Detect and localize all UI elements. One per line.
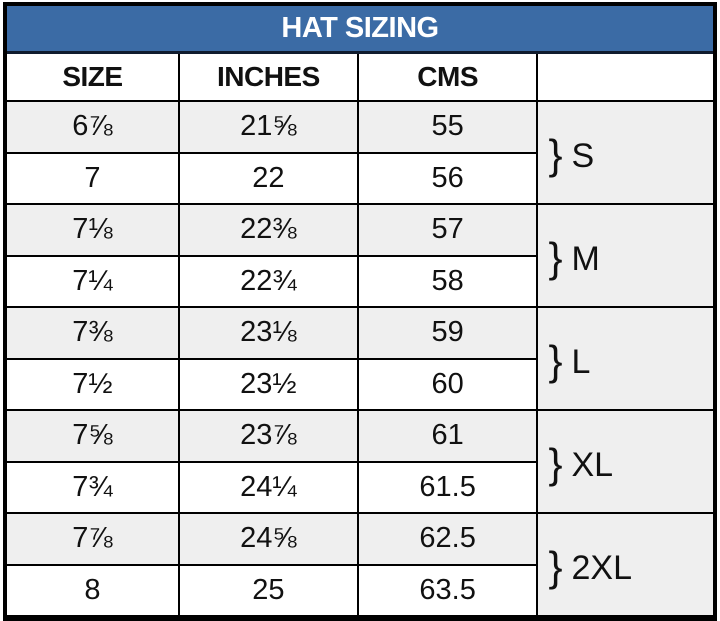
table-row: 8 25 63.5 xyxy=(4,563,715,619)
cell-cms: 58 xyxy=(356,254,539,308)
table-row: 7¼ 22¾ 58 xyxy=(4,254,715,308)
brace-glyph: } xyxy=(548,542,563,590)
cell-inches: 23⅛ xyxy=(177,306,359,360)
table-title: HAT SIZING xyxy=(3,2,717,54)
table-row: 6⅞ 21⅝ 55} S xyxy=(4,100,716,205)
sizing-table: HAT SIZING SIZE INCHES CMS 6⅞ 21⅝ 55} S 7 22 5… xyxy=(3,2,717,621)
cell-size: 7¼ xyxy=(4,254,180,308)
column-header-size: SIZE xyxy=(4,51,180,102)
cell-inches: 21⅝ xyxy=(177,100,359,154)
cell-size: 7⅞ xyxy=(4,512,180,566)
cell-size: 7 xyxy=(4,151,180,205)
cell-cms: 61 xyxy=(356,409,539,463)
table-row: 7⅛ 22⅜ 57} M xyxy=(4,203,716,308)
table-row: 7 22 56 xyxy=(4,151,715,205)
title-row: HAT SIZING xyxy=(3,2,717,54)
size-group-label: L xyxy=(571,342,591,381)
size-group-label: XL xyxy=(571,445,614,484)
cell-size: 8 xyxy=(4,563,180,619)
cell-size: 7⅜ xyxy=(4,306,180,360)
size-group-cell: } S xyxy=(536,100,716,205)
cell-cms: 62.5 xyxy=(356,512,539,566)
cell-inches: 22⅜ xyxy=(177,203,359,257)
cell-cms: 56 xyxy=(356,151,539,205)
cell-cms: 55 xyxy=(356,100,539,154)
cell-size: 7½ xyxy=(4,357,180,411)
cell-cms: 63.5 xyxy=(356,563,539,619)
cell-size: 7⅝ xyxy=(4,409,180,463)
table-row: 7⅞ 24⅝ 62.5} 2XL xyxy=(4,512,716,619)
size-group-cell: } 2XL xyxy=(536,512,716,619)
table-body: 6⅞ 21⅝ 55} S 7 22 56 7⅛ 22⅜ 57} M 7¼ 22¾ 58 7⅜ 23⅛ 59} L 7… xyxy=(4,100,716,619)
cell-size: 6⅞ xyxy=(4,100,180,154)
cell-inches: 23⅞ xyxy=(177,409,359,463)
cell-cms: 60 xyxy=(356,357,539,411)
size-group-label: M xyxy=(571,239,600,278)
cell-inches: 22 xyxy=(177,151,359,205)
brace-glyph: } xyxy=(548,336,563,384)
cell-cms: 59 xyxy=(356,306,539,360)
cell-inches: 23½ xyxy=(177,357,359,411)
size-group-cell: } XL xyxy=(536,409,716,514)
brace-glyph: } xyxy=(548,130,563,178)
size-group-cell: } M xyxy=(536,203,716,308)
table-row: 7⅜ 23⅛ 59} L xyxy=(4,306,716,411)
size-group-label: 2XL xyxy=(571,548,633,587)
table-row: 7¾ 24¼ 61.5 xyxy=(4,460,715,514)
cell-cms: 61.5 xyxy=(356,460,539,514)
column-header-inches: INCHES xyxy=(177,51,359,102)
column-header-group xyxy=(536,51,716,102)
table-row: 7⅝ 23⅞ 61} XL xyxy=(4,409,716,514)
cell-size: 7⅛ xyxy=(4,203,180,257)
size-group-cell: } L xyxy=(536,306,716,411)
cell-cms: 57 xyxy=(356,203,539,257)
cell-inches: 22¾ xyxy=(177,254,359,308)
brace-glyph: } xyxy=(548,233,563,281)
cell-inches: 24⅝ xyxy=(177,512,359,566)
cell-inches: 24¼ xyxy=(177,460,359,514)
size-group-label: S xyxy=(571,136,595,175)
column-header-row: SIZE INCHES CMS xyxy=(4,51,716,102)
cell-size: 7¾ xyxy=(4,460,180,514)
brace-glyph: } xyxy=(548,439,563,487)
column-header-cms: CMS xyxy=(356,51,539,102)
cell-inches: 25 xyxy=(177,563,359,619)
table-row: 7½ 23½ 60 xyxy=(4,357,715,411)
